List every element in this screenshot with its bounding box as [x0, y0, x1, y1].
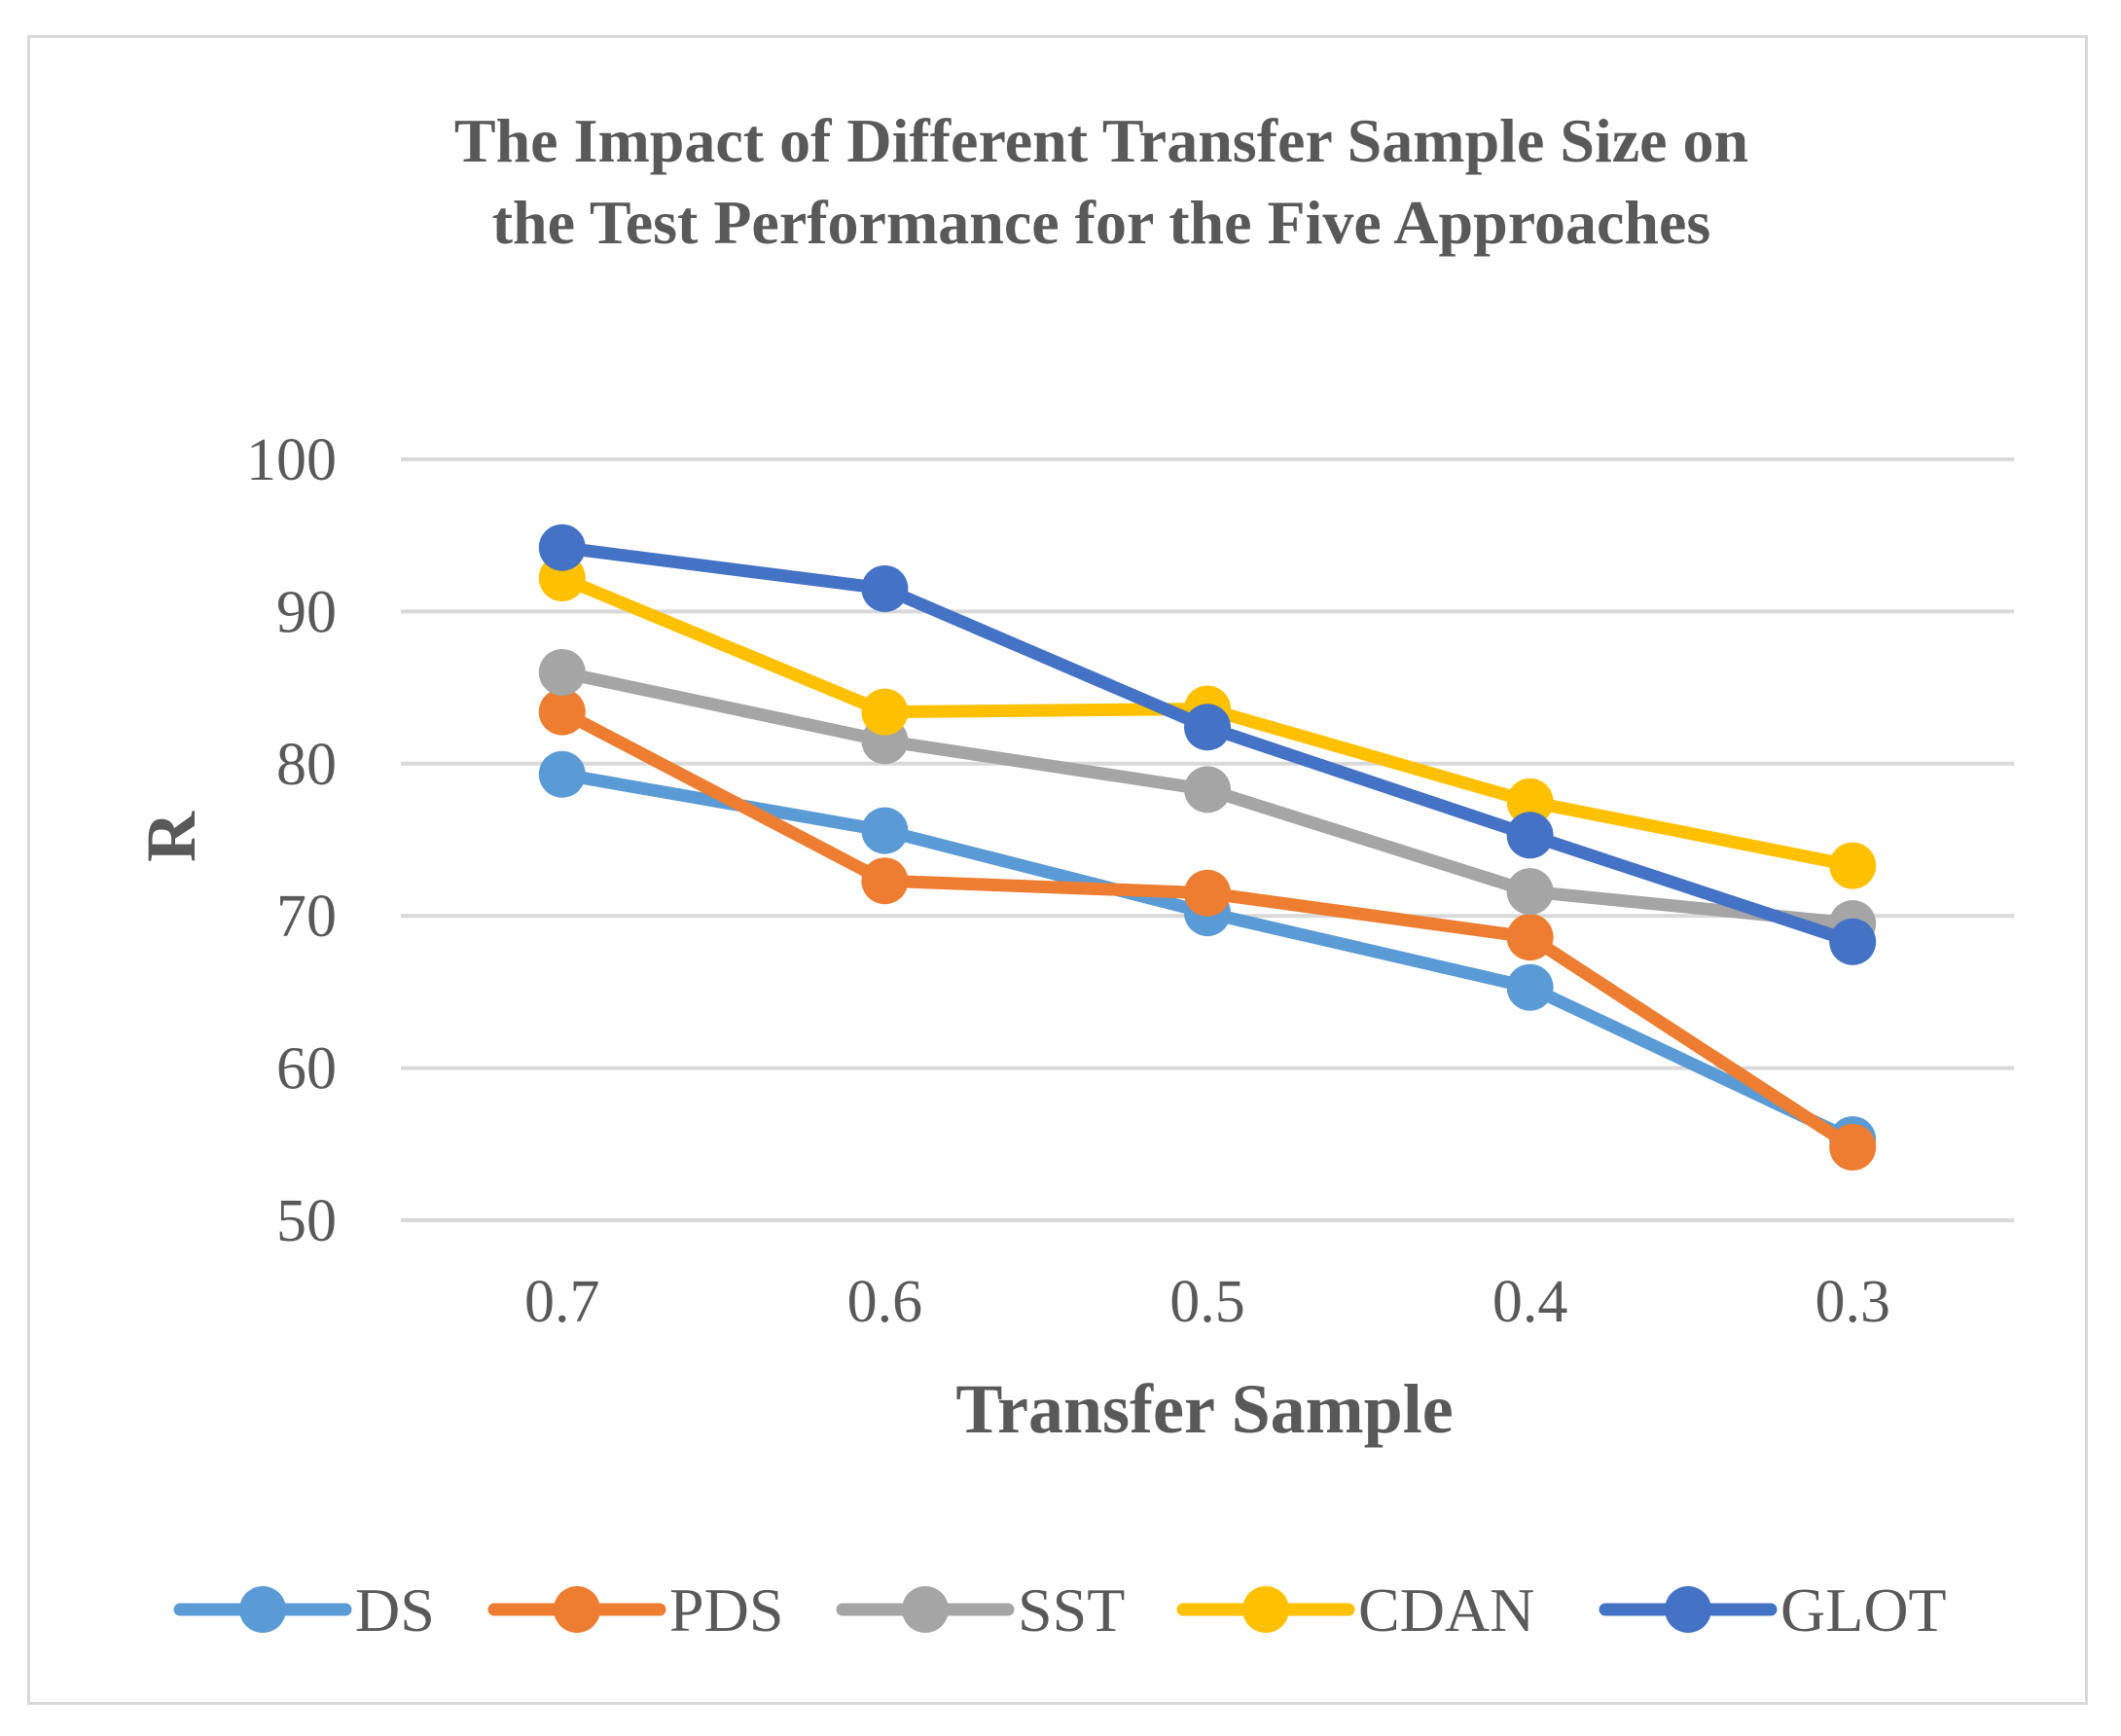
y-tick-label: 50 [276, 1188, 337, 1254]
x-axis-title: Transfer Sample [955, 1370, 1453, 1448]
data-point [861, 807, 909, 854]
legend-item-glot: GLOT [1599, 1575, 1947, 1645]
y-tick-label: 90 [276, 579, 337, 645]
legend-item-ds: DS [173, 1575, 435, 1645]
legend-label: SST [1018, 1575, 1125, 1645]
legend-marker [554, 1586, 600, 1633]
y-axis-title: R [132, 811, 210, 862]
data-point [1184, 704, 1231, 751]
chart-title-line-2: the Test Performance for the Five Approa… [492, 188, 1711, 257]
legend-label: GLOT [1780, 1575, 1947, 1645]
legend-item-pds: PDS [487, 1575, 783, 1645]
data-point [1184, 869, 1231, 917]
series-lines [538, 524, 1877, 1171]
data-point [1506, 868, 1554, 916]
legend-label: PDS [669, 1575, 783, 1645]
chart-title-line-1: The Impact of Different Transfer Sample … [454, 106, 1748, 175]
legend-item-cdan: CDAN [1176, 1575, 1534, 1645]
legend-marker [1242, 1586, 1289, 1633]
data-point [1506, 963, 1554, 1011]
legend: DS PDS SST CDAN GLOT [173, 1575, 1947, 1645]
data-point [538, 688, 586, 736]
data-point [538, 750, 586, 798]
data-point [538, 648, 586, 696]
x-tick-label: 0.3 [1815, 1269, 1890, 1335]
data-point [1829, 918, 1877, 965]
y-tick-label: 80 [276, 732, 337, 798]
x-tick-label: 0.4 [1492, 1269, 1568, 1335]
data-point [861, 688, 909, 736]
data-point [1506, 778, 1554, 825]
gridlines [401, 457, 2014, 1222]
data-point [1829, 842, 1877, 889]
data-point [861, 857, 909, 905]
chart-title: The Impact of Different Transfer Sample … [454, 106, 1748, 257]
y-axis-ticks: 50 60 70 80 90 100 [246, 427, 337, 1254]
data-point [1829, 1123, 1877, 1171]
y-tick-label: 60 [276, 1036, 337, 1103]
data-point [861, 564, 909, 612]
series-pds [538, 688, 1877, 1171]
legend-item-sst: SST [836, 1575, 1125, 1645]
data-point [1506, 914, 1554, 961]
x-tick-label: 0.5 [1169, 1269, 1245, 1335]
y-tick-label: 70 [276, 884, 337, 950]
legend-marker [1665, 1586, 1711, 1633]
data-point [1184, 766, 1231, 814]
x-tick-label: 0.6 [847, 1269, 923, 1335]
data-point [1506, 812, 1554, 859]
y-tick-label: 100 [246, 427, 337, 493]
legend-marker [239, 1586, 286, 1633]
legend-label: DS [355, 1575, 435, 1645]
x-axis-ticks: 0.7 0.6 0.5 0.4 0.3 [524, 1269, 1890, 1335]
legend-marker [902, 1586, 949, 1633]
series-glot [538, 524, 1877, 965]
legend-label: CDAN [1358, 1575, 1534, 1645]
x-tick-label: 0.7 [524, 1269, 600, 1335]
data-point [538, 524, 586, 571]
